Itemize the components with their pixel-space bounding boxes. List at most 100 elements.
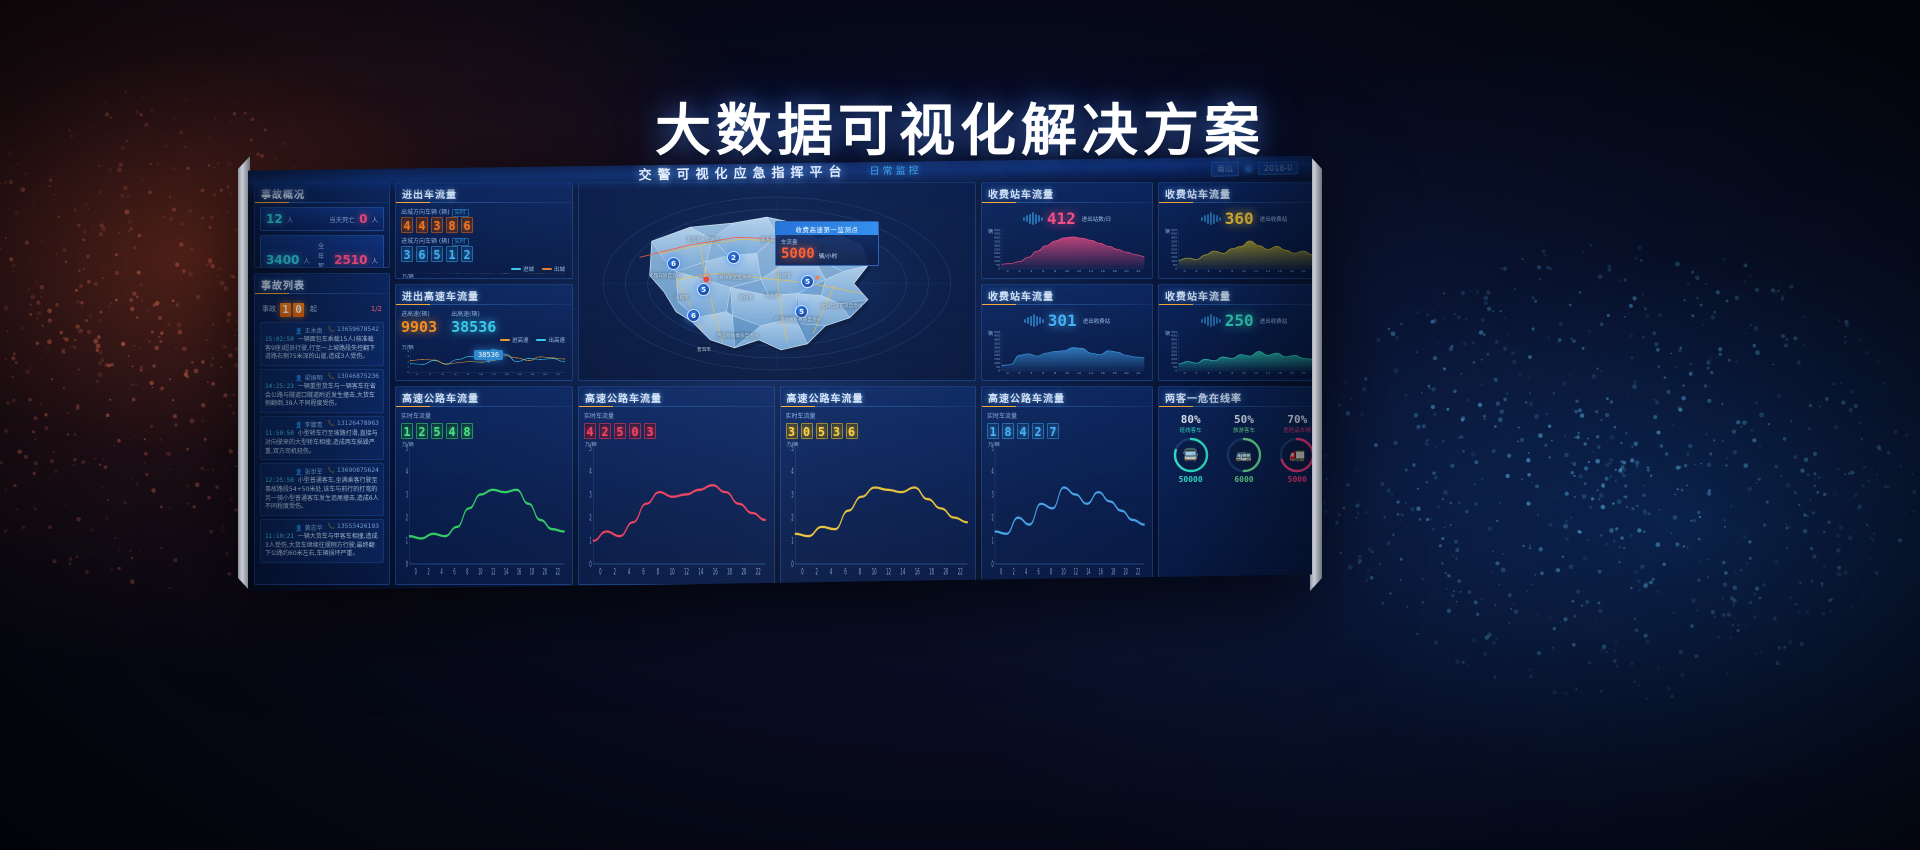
svg-text:22: 22: [1136, 371, 1140, 374]
panel-highway-2: 高速公路车流量 实时车流量 30536 万/辆 0 1 2 3 4 5 0 2 4 6 8 10 12 1…: [780, 386, 977, 585]
svg-text:20: 20: [1301, 371, 1305, 374]
column-map: 625655 焦作第一监测点 新乡市 大理白族自治州 郑州新区监测点 开封市 许昌市 郑州市…: [578, 182, 976, 381]
svg-text:150: 150: [1171, 357, 1177, 360]
highway-digit: 8: [1002, 423, 1014, 439]
toll-1-value: 360: [1225, 209, 1254, 228]
svg-text:14: 14: [900, 567, 905, 577]
toll-3-value: 250: [1225, 311, 1254, 330]
flow-digit: 3: [431, 217, 443, 233]
svg-text:2: 2: [406, 513, 408, 524]
toll-1-chart: 辆 0 50 100 150 200 250 300 350 400 450 500 0 2 4 6 8 10 1…: [1164, 228, 1312, 274]
map-callout-popup[interactable]: 收费高速第一监测点 车流量 5000 辆/小时: [775, 221, 879, 266]
accident-stat-value: 3400: [266, 253, 299, 267]
highway-0-digits: 12548: [401, 423, 567, 439]
svg-text:450: 450: [1171, 334, 1177, 337]
column-highway-3: 高速公路车流量 实时车流量 18427 万/辆 0 1 2 3 4 5 0 2 4 6 8 10 12 1…: [981, 386, 1153, 585]
legend-item: 进城: [511, 265, 534, 273]
svg-text:4: 4: [1025, 567, 1027, 578]
svg-text:20: 20: [943, 567, 948, 577]
highway-3-meter-label: 实时车流量: [987, 411, 1147, 420]
map-pin[interactable]: 5: [801, 275, 814, 288]
highway-2-axis-unit: 万/辆: [787, 441, 799, 448]
svg-text:16: 16: [1101, 371, 1105, 374]
panel-title-highway-inout: 进出高速车流量: [396, 285, 572, 305]
svg-text:10: 10: [1061, 567, 1065, 578]
highway-digit: 7: [1047, 423, 1059, 439]
accident-list-body[interactable]: 事故 10 起 1/2 👤 王木南 📞 13659678542 15:02:50 …: [255, 294, 389, 584]
accident-list-pager[interactable]: 1/2: [371, 305, 382, 313]
panel-highway-1: 高速公路车流量 实时车流量 42503 万/辆 0 1 2 3 4 5 0 2 4 6 8 10 12 1…: [578, 386, 775, 585]
svg-text:450: 450: [994, 232, 1000, 235]
toll-3-chart: 辆 0 50 100 150 200 250 300 350 400 450 500 0 2 4 6 8 10 1…: [1164, 330, 1312, 376]
accident-list-item[interactable]: 👤 王木南 📞 13659678542 15:02:50 一辆面包车乘载15人(核…: [260, 322, 384, 366]
toll-1-axis-unit: 辆: [1165, 228, 1170, 235]
map-pin[interactable]: 5: [697, 283, 710, 296]
svg-text:20: 20: [543, 373, 548, 376]
svg-text:1: 1: [791, 536, 793, 546]
highway-2-chart: 万/辆 0 1 2 3 4 5 0 2 4 6 8 10 12 14 16 18 20 22: [786, 441, 971, 580]
accident-count-digits: 10: [280, 300, 306, 318]
panel-title-accident-list: 事故列表: [255, 274, 389, 294]
highway-2-meter-label: 实时车流量: [786, 411, 971, 420]
svg-text:18: 18: [1111, 567, 1115, 578]
accident-list-item[interactable]: 👤 黄志华 📞 13553426193 11:10:21 一辆大货车与甲客车相撞,…: [260, 519, 384, 563]
toll-3-headline: 250 进出收费站: [1164, 309, 1312, 330]
accident-list-item[interactable]: 👤 张世军 📞 13690875624 12:25:50 小型普通客车,坐满乘客行…: [260, 463, 384, 516]
map-place-label: 红河哈尼族彝族自治州: [775, 317, 821, 323]
column-toll-b: 收费站车流量 360 进出收费站 辆 0 50 100 150 200 250 300 350…: [1158, 182, 1312, 381]
toll-0-axis-unit: 辆: [988, 228, 993, 235]
accident-list-item[interactable]: 👤 李朦青 📞 13126478963 11:50:50 小型轿车行至坡路打滑,直…: [260, 416, 384, 460]
panel-map[interactable]: 625655 焦作第一监测点 新乡市 大理白族自治州 郑州新区监测点 开封市 许昌市 郑州市…: [578, 182, 976, 381]
accident-stat-value: 12: [266, 212, 283, 226]
toll-3-body: 250 进出收费站 辆 0 50 100 150 200 250 300 350 400 450 5…: [1159, 305, 1312, 380]
gauge-count: 5000: [1272, 475, 1312, 484]
svg-text:0: 0: [407, 371, 409, 374]
map-pin[interactable]: 2: [727, 251, 740, 264]
panel-title-highway-2: 高速公路车流量: [781, 387, 976, 407]
svg-text:22: 22: [957, 567, 962, 577]
signal-wave-icon: [1023, 212, 1043, 225]
accident-phone: 📞 13553426193: [328, 523, 379, 532]
flow-digit: 4: [401, 217, 413, 233]
gauge-name: 危险品车辆: [1272, 426, 1312, 434]
count-digit: 0: [293, 303, 304, 317]
panel-title-online-rate: 两客一危在线率: [1159, 387, 1312, 407]
panel-toll-1: 收费站车流量 360 进出收费站 辆 0 50 100 150 200 250 300 350…: [1158, 182, 1312, 279]
svg-text:4: 4: [1030, 269, 1032, 272]
svg-text:500: 500: [994, 330, 1000, 333]
svg-text:50: 50: [996, 263, 1000, 266]
column-highway-0: 高速公路车流量 实时车流量 12548 万/辆 0 1 2 3 4 5 0 2 4 6 8 10 12 1…: [395, 386, 573, 585]
inout-flow-body: 出城方向车辆 (辆) 实时 44386 进城方向车辆 (辆) 实时 36512 …: [396, 203, 572, 278]
svg-text:16: 16: [517, 567, 521, 578]
toll-2-body: 301 进出收费站 辆 0 50 100 150 200 250 300 350 400 450 5…: [982, 305, 1152, 380]
svg-text:2: 2: [1013, 567, 1015, 578]
svg-text:6: 6: [642, 567, 644, 577]
svg-text:2: 2: [428, 567, 430, 578]
accident-list-item[interactable]: 👤 梁振明 📞 13046875236 14:25:23 一辆重型货车与一辆客车在…: [260, 369, 384, 413]
map-pin[interactable]: 6: [687, 309, 700, 322]
svg-text:0: 0: [589, 559, 591, 569]
map-pin[interactable]: 6: [667, 257, 680, 270]
map-place-label: 西双版纳傣族自治州: [717, 333, 758, 339]
accident-count-label: 事故: [262, 304, 276, 314]
svg-text:4: 4: [406, 466, 408, 477]
highway-digit: 4: [1017, 423, 1029, 439]
svg-text:150: 150: [994, 255, 1000, 258]
map-canvas[interactable]: 625655 焦作第一监测点 新乡市 大理白族自治州 郑州新区监测点 开封市 许昌市 郑州市…: [579, 183, 975, 380]
svg-text:2: 2: [992, 513, 994, 524]
svg-text:20: 20: [1124, 269, 1128, 272]
legend-item: 出城: [542, 265, 565, 273]
svg-text:4: 4: [628, 567, 630, 577]
inout-meter: 进城方向车辆 (辆) 实时 36512: [401, 236, 567, 262]
column-accidents: 事故概况 12 人 当天死亡 0 人 3400 人 全年死亡 2510 人 事故…: [254, 182, 390, 585]
svg-text:10: 10: [670, 567, 675, 577]
svg-text:3: 3: [992, 489, 994, 500]
svg-text:10: 10: [1242, 269, 1246, 272]
video-wall-display: 交警可视化应急指挥平台 日常监控 南山 2018-0 事故概况 12 人: [238, 156, 1322, 591]
svg-text:0: 0: [1007, 269, 1009, 272]
highway-digit: 5: [431, 423, 443, 439]
toll-2-axis-unit: 辆: [988, 330, 993, 337]
highway-inout-body: 进高速(辆) 9903 出高速(辆) 38536 进高速 出高速 万/辆 3853…: [396, 305, 572, 380]
map-place-label: 文山壮族苗族自治州: [821, 303, 862, 309]
svg-text:350: 350: [994, 342, 1000, 345]
